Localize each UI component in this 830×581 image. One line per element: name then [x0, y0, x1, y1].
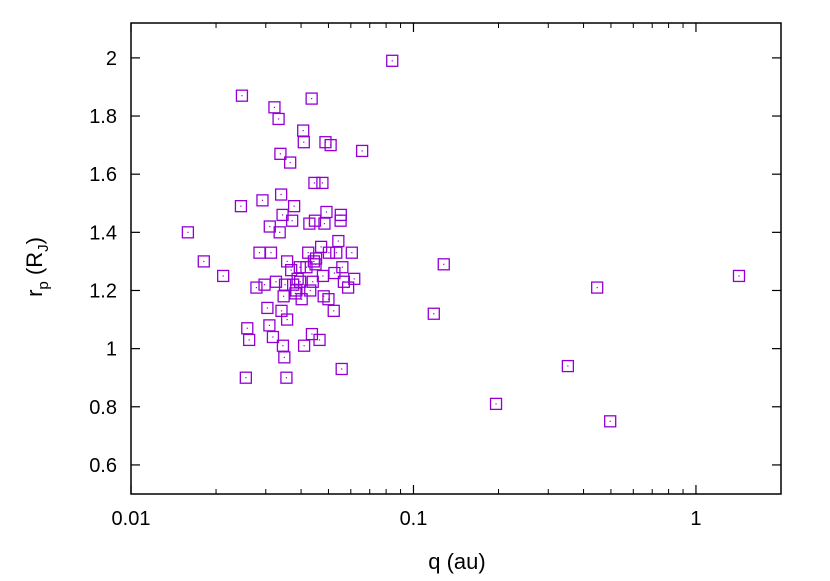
data-point — [263, 319, 276, 332]
data-point — [335, 362, 348, 376]
data-point — [243, 333, 256, 347]
data-point — [334, 208, 347, 222]
data-point — [280, 371, 293, 384]
data-point — [284, 156, 297, 169]
data-point — [308, 176, 321, 190]
data-point — [217, 269, 230, 283]
data-point — [297, 136, 310, 149]
data-point — [280, 313, 294, 326]
data-point — [286, 214, 299, 227]
data-point — [181, 226, 195, 239]
data-point — [256, 194, 269, 207]
data-point — [322, 246, 336, 259]
data-point — [277, 290, 290, 303]
data-point — [427, 307, 440, 320]
data-point — [561, 359, 575, 373]
x-axis-label: q (au) — [428, 549, 485, 574]
data-point — [266, 330, 280, 344]
data-point — [258, 278, 271, 291]
y-axis-label-paren-open: (R — [22, 252, 47, 281]
y-axis-label-paren-close: ) — [22, 237, 47, 244]
y-axis-label-base: r — [22, 290, 47, 297]
x-tick-label: 1 — [690, 508, 701, 530]
data-point — [264, 246, 278, 259]
data-point — [272, 112, 285, 126]
data-point — [273, 226, 286, 239]
data-point — [437, 258, 450, 271]
y-tick-labels: 0.6 0.8 1 1.2 1.4 1.6 1.8 2 — [89, 48, 117, 477]
data-point — [304, 284, 317, 297]
data-point — [297, 339, 311, 352]
y-tick-label: 0.6 — [89, 455, 117, 477]
data-point — [268, 101, 281, 114]
y-axis-label: rp (RJ) — [22, 237, 52, 297]
data-point — [235, 89, 249, 102]
data-point — [336, 261, 349, 274]
y-tick-label: 0.8 — [89, 397, 117, 419]
data-point — [320, 205, 333, 219]
data-point — [307, 255, 321, 268]
x-tick-label: 0.01 — [112, 508, 151, 530]
data-point — [308, 214, 322, 227]
data-point — [322, 293, 335, 306]
data-point — [316, 176, 329, 190]
data-point — [239, 371, 252, 384]
y-axis-label-paren-sub: J — [35, 244, 52, 252]
data-point — [591, 281, 604, 294]
data-point — [253, 246, 266, 259]
data-point — [313, 333, 326, 347]
data-point — [250, 281, 263, 294]
data-point — [269, 275, 283, 288]
data-point — [280, 255, 294, 268]
x-tick-labels: 0.01 0.1 1 — [112, 508, 702, 530]
data-point — [297, 124, 310, 137]
data-point — [324, 138, 337, 152]
data-point — [386, 54, 399, 67]
data-point — [330, 246, 343, 259]
data-point — [355, 144, 369, 158]
data-point — [287, 200, 301, 213]
data-point — [332, 234, 345, 248]
data-point — [732, 269, 746, 283]
data-point — [317, 290, 330, 303]
data-point — [274, 188, 288, 201]
data-point — [348, 272, 361, 286]
plot-frame — [130, 22, 782, 495]
data-point — [234, 200, 248, 213]
x-tick-label: 0.1 — [400, 508, 428, 530]
data-point — [345, 246, 358, 259]
data-point — [261, 301, 274, 315]
data-point — [293, 261, 306, 274]
data-point — [293, 275, 307, 288]
y-tick-label: 1.2 — [89, 280, 117, 302]
data-point — [278, 351, 291, 364]
data-point — [305, 92, 318, 105]
data-point — [295, 293, 308, 306]
data-point — [604, 415, 617, 428]
data-point — [489, 397, 503, 411]
data-point — [316, 269, 330, 283]
data-point — [241, 322, 254, 335]
y-tick-label: 1.6 — [89, 164, 117, 186]
y-axis-label-base-sub: p — [35, 281, 52, 289]
y-tick-label: 1.4 — [89, 222, 117, 244]
data-point — [274, 147, 287, 160]
y-tick-label: 1 — [106, 339, 117, 361]
y-tick-label: 1.8 — [89, 106, 117, 128]
data-point — [285, 263, 298, 277]
axis-ticks — [130, 23, 782, 494]
data-point — [197, 255, 210, 268]
y-tick-label: 2 — [106, 48, 117, 70]
data-points — [181, 54, 746, 428]
data-point — [327, 304, 340, 317]
